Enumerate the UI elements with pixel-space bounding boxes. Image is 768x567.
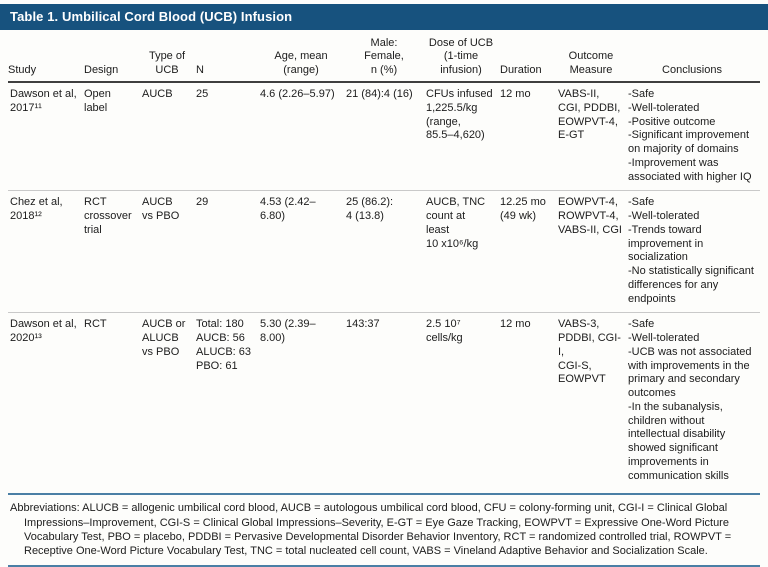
cell-n: Total: 180 AUCB: 56 ALUCB: 63 PBO: 61 — [196, 318, 252, 372]
col-header-dose: Dose of UCB (1-time infusion) — [428, 37, 494, 76]
cell-type-of-ucb: AUCB — [142, 88, 173, 101]
abbreviations-footnote: Abbreviations: ALUCB = allogenic umbilic… — [8, 493, 760, 557]
cell-n: 29 — [196, 196, 209, 209]
cell-duration: 12 mo — [500, 88, 531, 101]
table-title-bar: Table 1. Umbilical Cord Blood (UCB) Infu… — [0, 4, 768, 30]
cell-dose: AUCB, TNC count at least 10 x10⁶/kg — [426, 196, 486, 250]
cell-male-female: 143:37 — [346, 318, 380, 331]
col-header-study: Study — [8, 63, 37, 76]
cell-conclusions: -Safe -Well-tolerated -UCB was not assoc… — [628, 318, 752, 482]
col-header-conclusions: Conclusions — [662, 63, 722, 76]
col-header-age: Age, mean (range) — [274, 50, 328, 76]
table-figure: Table 1. Umbilical Cord Blood (UCB) Infu… — [0, 4, 768, 567]
col-header-design: Design — [84, 63, 119, 76]
cell-type-of-ucb: AUCB or ALUCB vs PBO — [142, 318, 186, 358]
cell-duration: 12 mo — [500, 318, 531, 331]
col-header-duration: Duration — [500, 63, 542, 76]
ucb-infusion-table: Study Design Type of UCB N Age, mean (ra… — [8, 30, 760, 489]
cell-outcome-measure: VABS-II, CGI, PDDBI, EOWPVT-4, E-GT — [558, 88, 621, 142]
cell-design: Open label — [84, 88, 111, 114]
cell-male-female: 25 (86.2): 4 (13.8) — [346, 196, 394, 223]
table-row-chez-2018: Chez et al, 2018¹² RCT crossover trial A… — [8, 190, 760, 313]
cell-age: 5.30 (2.39–8.00) — [260, 318, 316, 345]
cell-study: Chez et al, 2018¹² — [10, 196, 63, 223]
cell-type-of-ucb: AUCB vs PBO — [142, 196, 180, 223]
cell-design: RCT — [84, 318, 107, 331]
col-header-outcome-measure: Outcome Measure — [568, 50, 614, 76]
table-row-dawson-2020: Dawson et al, 2020¹³ RCT AUCB or ALUCB v… — [8, 312, 760, 490]
col-header-n: N — [196, 63, 204, 76]
cell-dose: 2.5 10⁷ cells/kg — [426, 318, 463, 345]
cell-outcome-measure: VABS-3, PDDBI, CGI-I, CGI-S, EOWPVT — [558, 318, 621, 386]
cell-study: Dawson et al, 2017¹¹ — [10, 88, 77, 114]
cell-dose: CFUs infused 1,225.5/kg (range, 85.5–4,6… — [426, 88, 493, 142]
bottom-rule — [8, 564, 760, 567]
table-title: Table 1. Umbilical Cord Blood (UCB) Infu… — [10, 9, 293, 24]
header-row: Study Design Type of UCB N Age, mean (ra… — [8, 30, 760, 83]
cell-age: 4.53 (2.42–6.80) — [260, 196, 316, 223]
cell-conclusions: -Safe -Well-tolerated -Positive outcome … — [628, 88, 752, 183]
cell-outcome-measure: EOWPVT-4, ROWPVT-4, VABS-II, CGI — [558, 196, 622, 236]
cell-design: RCT crossover trial — [84, 196, 132, 236]
col-header-male-female: Male: Female, n (%) — [364, 37, 404, 76]
cell-age: 4.6 (2.26–5.97) — [260, 88, 335, 101]
col-header-type-of-ucb: Type of UCB — [148, 50, 186, 76]
cell-study: Dawson et al, 2020¹³ — [10, 318, 77, 345]
cell-male-female: 21 (84):4 (16) — [346, 88, 413, 101]
table-row-dawson-2017: Dawson et al, 2017¹¹ Open label AUCB 25 … — [8, 82, 760, 191]
cell-conclusions: -Safe -Well-tolerated -Trends toward imp… — [628, 196, 754, 305]
cell-n: 25 — [196, 88, 209, 101]
cell-duration: 12.25 mo (49 wk) — [500, 196, 546, 223]
